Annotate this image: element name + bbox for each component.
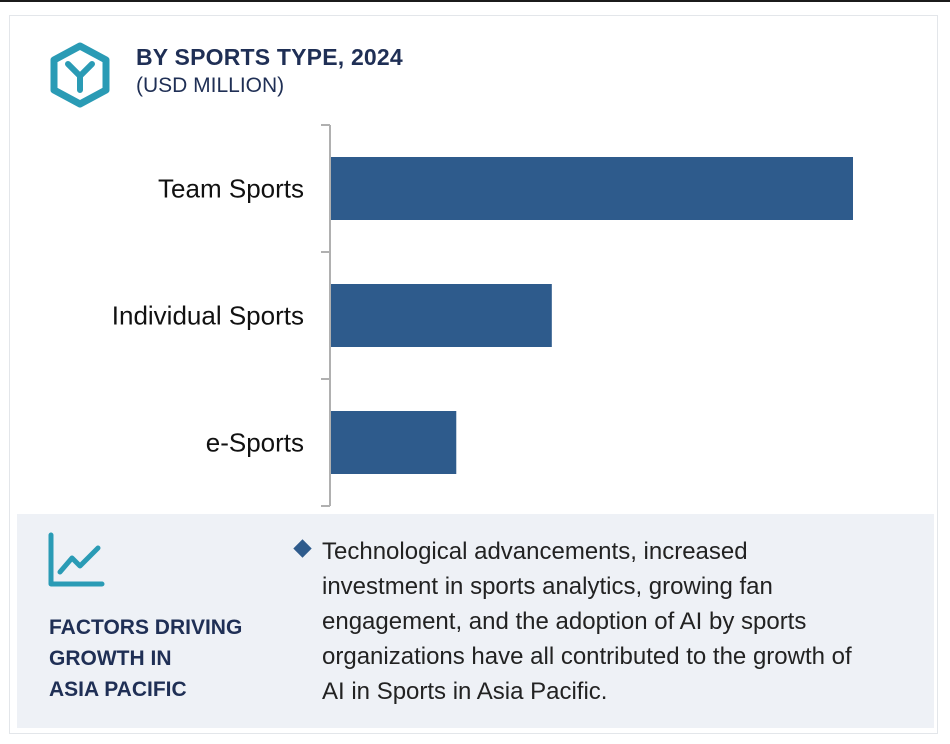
- category-label: e-Sports: [206, 428, 304, 458]
- bar-team-sports: [331, 157, 853, 220]
- factors-title-line: GROWTH IN: [49, 647, 172, 670]
- bar-e-sports: [331, 411, 457, 474]
- bar-chart: Team Sports Individual Sports e-Sports: [112, 124, 853, 507]
- bar-individual-sports: [331, 284, 552, 347]
- factors-text-line: AI in Sports in Asia Pacific.: [322, 678, 608, 705]
- category-label: Individual Sports: [112, 301, 304, 331]
- category-label: Team Sports: [158, 174, 304, 204]
- factors-title-line: FACTORS DRIVING: [49, 616, 243, 639]
- factors-text: Technological advancements, increased in…: [322, 534, 922, 709]
- factors-text-line: organizations have all contributed to th…: [322, 643, 852, 670]
- factors-text-line: Technological advancements, increased: [322, 538, 748, 565]
- factors-text-line: engagement, and the adoption of AI by sp…: [322, 608, 807, 635]
- trend-chart-icon: [48, 532, 105, 587]
- chart-subtitle: (USD MILLION): [136, 74, 285, 97]
- factors-title-line: ASIA PACIFIC: [49, 678, 187, 701]
- chart-title: BY SPORTS TYPE, 2024: [136, 44, 403, 70]
- top-rule: [0, 0, 950, 2]
- hexagon-logo-icon: [50, 42, 110, 108]
- factors-panel: [17, 514, 934, 728]
- factors-text-line: investment in sports analytics, growing …: [322, 573, 773, 600]
- factors-title: FACTORS DRIVING GROWTH IN ASIA PACIFIC: [49, 612, 269, 705]
